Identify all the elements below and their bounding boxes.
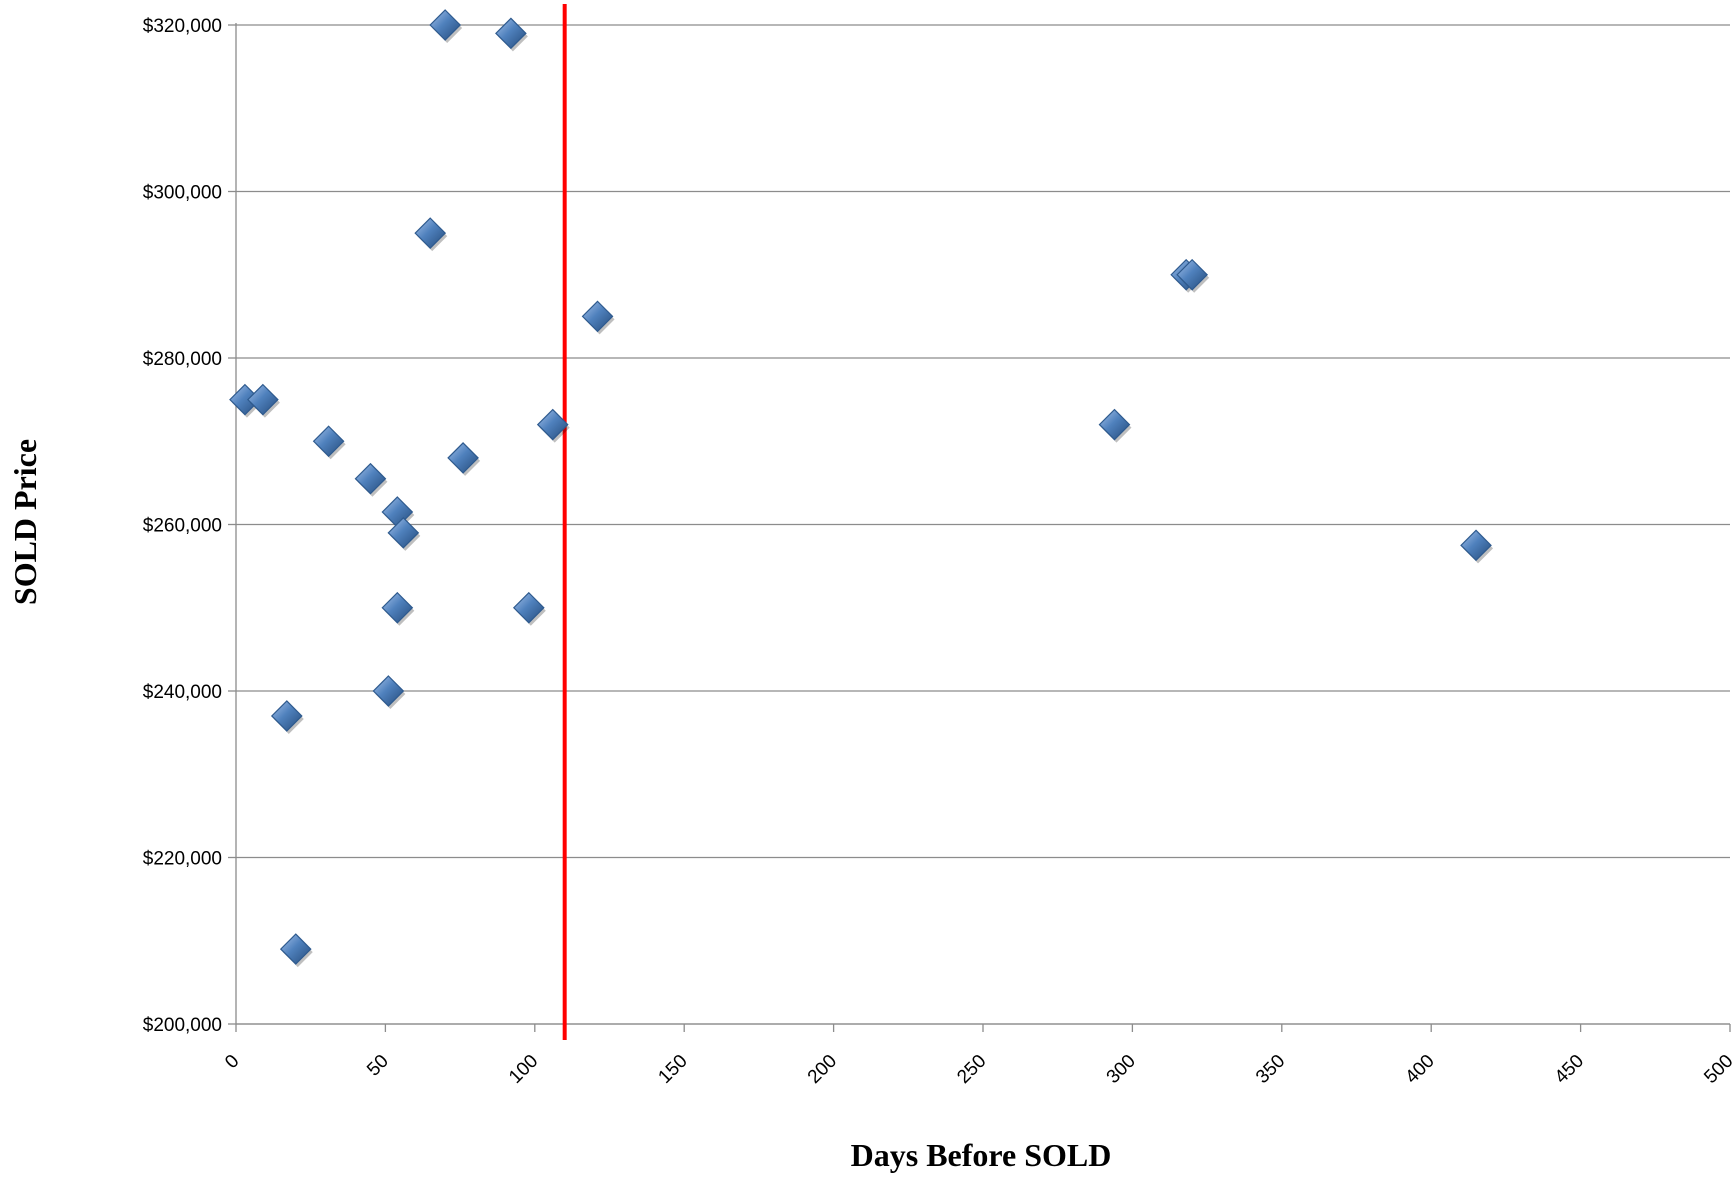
- data-point-marker: [381, 591, 414, 624]
- data-point: [581, 300, 615, 335]
- data-point-marker: [447, 442, 479, 474]
- y-axis-title: SOLD Price: [7, 439, 43, 605]
- y-tick-label: $220,000: [143, 849, 222, 870]
- data-point: [447, 442, 481, 476]
- data-point: [1176, 258, 1210, 293]
- data-point-marker: [1098, 408, 1131, 441]
- data-point-marker: [354, 462, 387, 495]
- gridlines: [236, 24, 1730, 1025]
- y-tick-label: $280,000: [143, 349, 222, 370]
- data-point-marker: [512, 591, 545, 624]
- data-point-marker: [1460, 529, 1492, 562]
- x-tick-label: 300: [1103, 1051, 1140, 1088]
- data-point: [279, 933, 313, 968]
- data-point: [1460, 529, 1494, 564]
- y-tick-label: $200,000: [143, 1015, 222, 1036]
- x-tick-label: 500: [1700, 1051, 1736, 1088]
- y-tick-label: $320,000: [143, 16, 222, 37]
- data-point-marker: [270, 700, 303, 732]
- x-tick-label: 50: [363, 1051, 393, 1081]
- data-point-marker: [279, 933, 312, 965]
- data-point: [1098, 408, 1132, 443]
- data-point-marker: [536, 408, 569, 441]
- data-point-marker: [429, 9, 462, 41]
- data-point: [312, 425, 346, 460]
- data-point-marker: [247, 383, 279, 416]
- x-tick-label: 400: [1401, 1051, 1438, 1088]
- x-tick-label: 250: [953, 1051, 990, 1088]
- data-point: [495, 17, 528, 52]
- data-point-marker: [1176, 258, 1209, 291]
- tick-labels: $200,000 $220,000 $240,000 $260,000 $280,000…: [143, 16, 1736, 1088]
- data-point: [270, 700, 304, 734]
- x-tick-label: 0: [221, 1051, 243, 1073]
- y-tick-label: $260,000: [143, 516, 222, 537]
- y-tick-label: $300,000: [143, 183, 222, 204]
- data-point: [381, 591, 415, 626]
- data-point: [512, 591, 546, 626]
- data-point: [536, 408, 570, 443]
- data-point-marker: [312, 425, 345, 458]
- data-point: [429, 9, 463, 43]
- data-points: [229, 9, 1494, 968]
- data-point: [372, 675, 406, 709]
- data-point-marker: [414, 217, 447, 249]
- data-point: [354, 462, 388, 497]
- x-axis-title: Days Before SOLD: [851, 1137, 1112, 1173]
- x-tick-label: 200: [804, 1051, 841, 1088]
- data-point: [247, 383, 280, 418]
- x-tick-label: 150: [654, 1051, 691, 1088]
- data-point: [414, 217, 448, 252]
- x-tick-label: 100: [505, 1051, 542, 1088]
- y-tick-label: $240,000: [143, 682, 222, 703]
- data-point-marker: [495, 17, 527, 50]
- x-tick-label: 450: [1551, 1051, 1588, 1088]
- axes: [228, 23, 1731, 1032]
- data-point: [387, 516, 421, 551]
- data-point-marker: [372, 675, 405, 707]
- data-point-marker: [387, 516, 420, 549]
- data-point-marker: [581, 300, 614, 333]
- x-tick-label: 350: [1252, 1051, 1289, 1088]
